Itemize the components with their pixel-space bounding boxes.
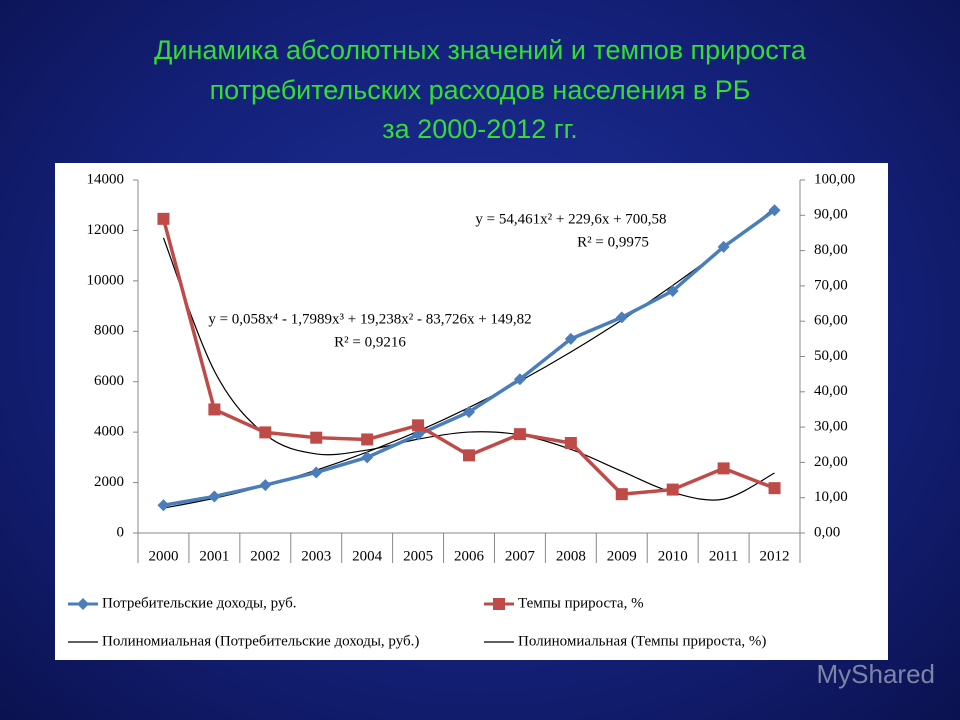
annotation: y = 0,058x⁴ - 1,7989x³ + 19,238x² - 83,7…: [208, 311, 531, 327]
x-tick-label: 2009: [607, 548, 637, 564]
x-tick-label: 2007: [505, 548, 536, 564]
y2-tick-label: 70,00: [814, 277, 848, 293]
annotation: R² = 0,9216: [334, 334, 406, 350]
x-tick-label: 2006: [454, 548, 485, 564]
watermark: MyShared: [817, 659, 936, 689]
point: [768, 482, 781, 495]
x-tick-label: 2005: [403, 548, 433, 564]
y2-tick-label: 90,00: [814, 207, 848, 223]
legend-label: Потребительские доходы, руб.: [102, 595, 297, 611]
point: [310, 431, 323, 444]
point: [564, 332, 577, 345]
point: [361, 433, 374, 446]
y2-tick-label: 50,00: [814, 348, 848, 364]
y2-tick-label: 10,00: [814, 489, 848, 505]
point: [310, 466, 323, 479]
legend-marker: [77, 598, 89, 610]
y-tick-label: 4000: [94, 424, 124, 440]
x-tick-label: 2012: [760, 548, 790, 564]
y-tick-label: 14000: [87, 171, 125, 187]
legend-label: Полиномиальная (Потребительские доходы, …: [102, 633, 419, 649]
point: [412, 419, 425, 432]
x-tick-label: 2008: [556, 548, 586, 564]
point: [157, 499, 170, 512]
point: [361, 451, 374, 464]
y2-tick-label: 0,00: [814, 524, 840, 540]
x-tick-label: 2000: [148, 548, 178, 564]
point: [615, 311, 628, 324]
point: [463, 449, 475, 462]
annotation: y = 54,461x² + 229,6x + 700,58: [475, 211, 666, 227]
point: [717, 240, 730, 253]
y2-tick-label: 80,00: [814, 242, 848, 258]
point: [157, 212, 170, 225]
point: [412, 428, 425, 441]
title-line: за 2000-2012 гг.: [382, 114, 577, 144]
point: [208, 490, 221, 503]
point: [564, 436, 577, 449]
point: [666, 483, 679, 496]
y-tick-label: 2000: [94, 474, 124, 490]
point: [768, 204, 781, 217]
title-line: Динамика абсолютных значений и темпов пр…: [154, 35, 807, 65]
point: [259, 426, 272, 439]
legend-marker: [493, 598, 505, 610]
x-tick-label: 2001: [199, 548, 229, 564]
x-tick-label: 2011: [709, 548, 738, 564]
point: [463, 405, 475, 418]
point: [513, 373, 526, 386]
y-tick-label: 6000: [94, 373, 124, 389]
point: [208, 403, 221, 416]
x-tick-label: 2003: [301, 548, 331, 564]
point: [615, 488, 628, 501]
y2-tick-label: 30,00: [814, 419, 848, 435]
title-line: потребительских расходов населения в РБ: [210, 75, 751, 105]
legend-label: Полиномиальная (Темпы прироста, %): [518, 633, 766, 649]
point: [717, 462, 730, 475]
y2-tick-label: 60,00: [814, 313, 848, 329]
y-tick-label: 10000: [87, 272, 125, 288]
point: [666, 284, 679, 297]
annotation: R² = 0,9975: [577, 234, 649, 250]
y2-tick-label: 20,00: [814, 454, 848, 470]
y-tick-label: 12000: [87, 222, 125, 238]
y2-tick-label: 40,00: [814, 383, 848, 399]
x-tick-label: 2002: [250, 548, 280, 564]
y2-tick-label: 100,00: [814, 171, 855, 187]
x-tick-label: 2004: [352, 548, 383, 564]
point: [259, 479, 272, 492]
y-tick-label: 0: [117, 524, 125, 540]
x-tick-label: 2010: [658, 548, 688, 564]
y-tick-label: 8000: [94, 323, 124, 339]
point: [513, 428, 526, 441]
legend-label: Темпы прироста, %: [518, 595, 644, 611]
